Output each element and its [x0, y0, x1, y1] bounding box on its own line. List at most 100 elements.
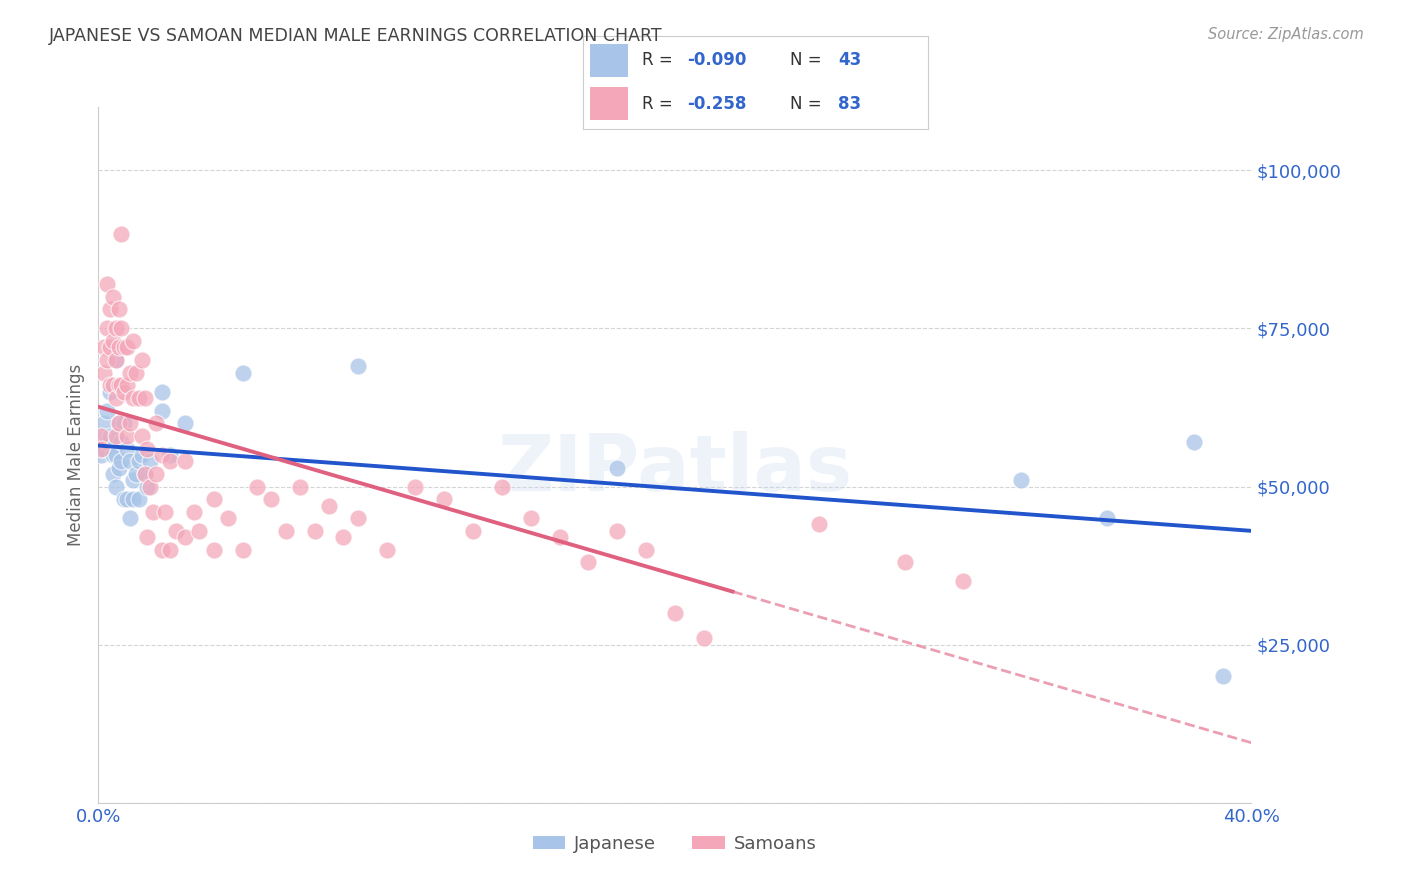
Point	[117, 340, 139, 354]
Point	[231, 542, 254, 557]
Point	[134, 391, 156, 405]
Point	[1212, 669, 1234, 683]
Point	[90, 448, 112, 462]
Point	[183, 505, 205, 519]
Point	[98, 429, 121, 443]
Point	[231, 366, 254, 380]
Point	[274, 524, 297, 538]
Point	[96, 353, 118, 368]
Point	[104, 353, 127, 368]
Point	[153, 505, 176, 519]
Point	[150, 403, 173, 417]
Point	[134, 467, 156, 481]
Point	[122, 334, 145, 348]
Text: R =: R =	[643, 95, 678, 112]
Text: N =: N =	[790, 95, 827, 112]
Point	[693, 632, 716, 646]
Point	[104, 448, 127, 462]
Point	[318, 499, 340, 513]
Text: Source: ZipAtlas.com: Source: ZipAtlas.com	[1208, 27, 1364, 42]
Text: 43: 43	[838, 52, 862, 70]
Point	[96, 435, 118, 450]
Point	[150, 384, 173, 399]
Point	[101, 448, 124, 462]
Point	[1010, 473, 1032, 487]
Point	[520, 511, 543, 525]
Point	[134, 467, 156, 481]
Point	[202, 542, 225, 557]
Point	[120, 366, 142, 380]
Point	[405, 479, 427, 493]
Point	[104, 321, 127, 335]
Point	[120, 417, 142, 431]
Point	[112, 384, 135, 399]
Point	[125, 366, 148, 380]
Point	[107, 460, 129, 475]
Point	[90, 429, 112, 443]
Point	[433, 492, 456, 507]
Point	[104, 353, 127, 368]
Point	[90, 429, 112, 443]
FancyBboxPatch shape	[591, 87, 628, 120]
Text: ZIPatlas: ZIPatlas	[498, 431, 852, 507]
Point	[101, 378, 124, 392]
Point	[101, 290, 124, 304]
Point	[107, 417, 129, 431]
Point	[145, 417, 167, 431]
Point	[90, 442, 112, 456]
Point	[128, 492, 150, 507]
Point	[120, 511, 142, 525]
Point	[96, 277, 118, 292]
Point	[188, 524, 211, 538]
Point	[150, 448, 173, 462]
Point	[1097, 511, 1119, 525]
Point	[120, 454, 142, 468]
Point	[131, 448, 153, 462]
Point	[110, 378, 132, 392]
Point	[304, 524, 326, 538]
Point	[290, 479, 312, 493]
Point	[96, 403, 118, 417]
Point	[375, 542, 398, 557]
FancyBboxPatch shape	[591, 44, 628, 77]
Point	[159, 542, 181, 557]
Point	[107, 378, 129, 392]
Point	[136, 530, 159, 544]
Text: -0.090: -0.090	[688, 52, 747, 70]
Point	[93, 340, 115, 354]
Point	[117, 442, 139, 456]
Point	[98, 340, 121, 354]
Point	[98, 378, 121, 392]
Point	[96, 321, 118, 335]
Point	[145, 467, 167, 481]
Y-axis label: Median Male Earnings: Median Male Earnings	[66, 364, 84, 546]
Point	[122, 473, 145, 487]
Point	[93, 442, 115, 456]
Point	[101, 467, 124, 481]
Point	[165, 524, 187, 538]
Point	[98, 384, 121, 399]
Point	[461, 524, 484, 538]
Point	[606, 524, 628, 538]
Point	[150, 542, 173, 557]
Point	[1182, 435, 1205, 450]
Point	[136, 442, 159, 456]
Point	[117, 378, 139, 392]
Text: JAPANESE VS SAMOAN MEDIAN MALE EARNINGS CORRELATION CHART: JAPANESE VS SAMOAN MEDIAN MALE EARNINGS …	[49, 27, 662, 45]
Text: R =: R =	[643, 52, 678, 70]
Text: -0.258: -0.258	[688, 95, 747, 112]
Point	[101, 334, 124, 348]
Point	[808, 517, 831, 532]
Point	[104, 479, 127, 493]
Point	[93, 417, 115, 431]
Point	[260, 492, 283, 507]
Point	[159, 448, 181, 462]
Point	[636, 542, 658, 557]
Point	[664, 606, 686, 620]
Point	[107, 417, 129, 431]
Point	[246, 479, 269, 493]
Text: 83: 83	[838, 95, 862, 112]
Point	[131, 429, 153, 443]
Point	[128, 391, 150, 405]
Point	[110, 321, 132, 335]
